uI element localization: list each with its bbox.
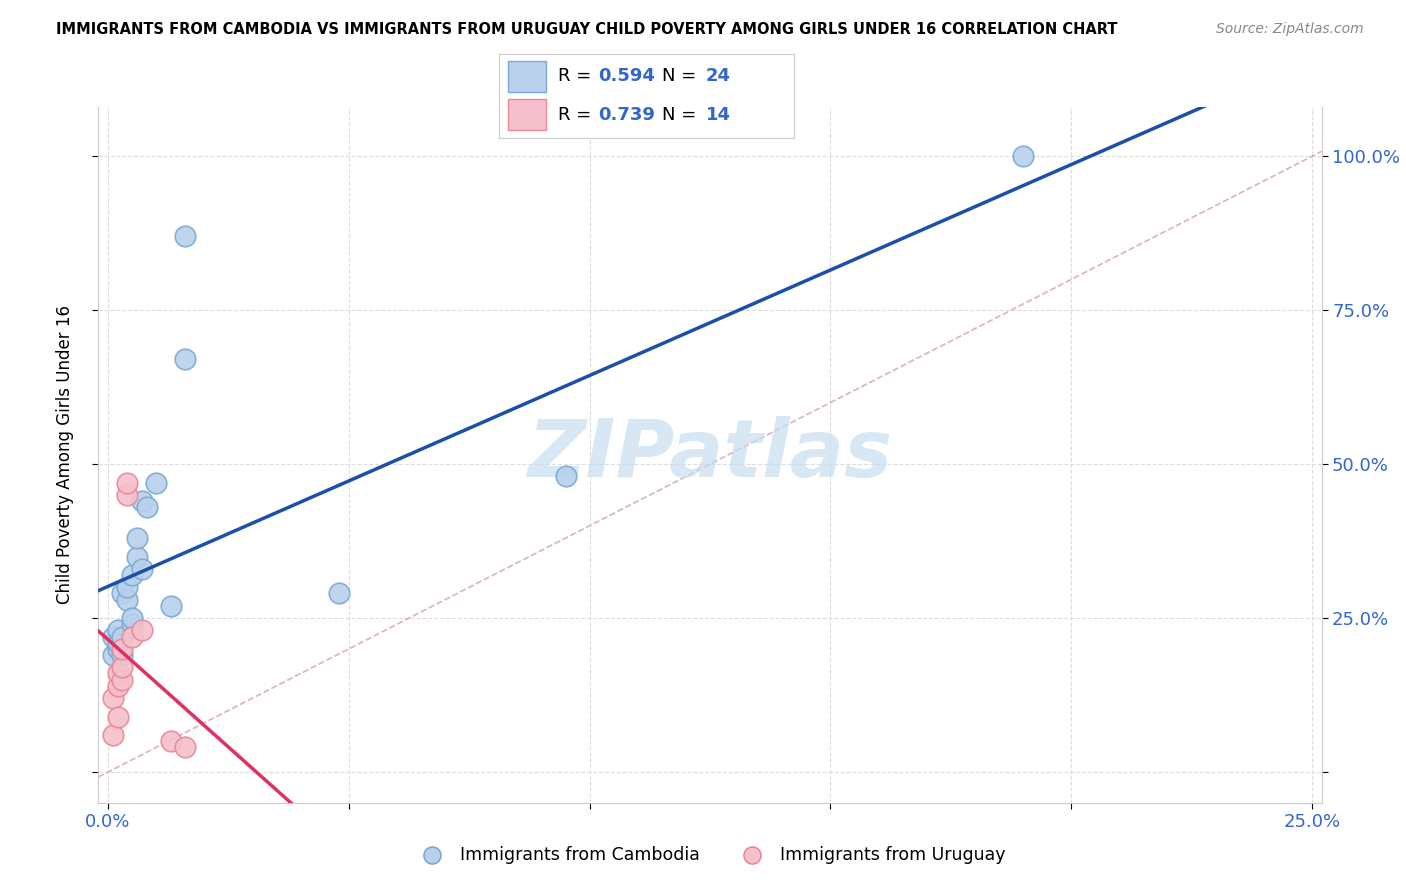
Point xyxy=(107,636,129,650)
Point xyxy=(145,475,167,490)
Point xyxy=(121,568,143,582)
Point xyxy=(101,648,124,662)
Point xyxy=(111,630,134,644)
Text: 14: 14 xyxy=(706,105,731,123)
Text: 0.739: 0.739 xyxy=(598,105,655,123)
Bar xyxy=(508,62,547,92)
Point xyxy=(101,630,124,644)
Text: 0.594: 0.594 xyxy=(598,68,655,86)
Point xyxy=(131,562,153,576)
Text: IMMIGRANTS FROM CAMBODIA VS IMMIGRANTS FROM URUGUAY CHILD POVERTY AMONG GIRLS UN: IMMIGRANTS FROM CAMBODIA VS IMMIGRANTS F… xyxy=(56,22,1118,37)
Point xyxy=(135,500,157,515)
Legend: Immigrants from Cambodia, Immigrants from Uruguay: Immigrants from Cambodia, Immigrants fro… xyxy=(408,838,1012,871)
Point xyxy=(107,666,129,681)
Point xyxy=(107,679,129,693)
Point xyxy=(117,475,139,490)
Point xyxy=(159,734,181,748)
Y-axis label: Child Poverty Among Girls Under 16: Child Poverty Among Girls Under 16 xyxy=(56,305,75,605)
Point xyxy=(111,586,134,600)
Text: N =: N = xyxy=(661,105,702,123)
Point xyxy=(111,660,134,674)
Point xyxy=(111,641,134,656)
Point xyxy=(554,469,576,483)
Point xyxy=(174,229,197,244)
Point xyxy=(174,740,197,755)
Point xyxy=(159,599,181,613)
Point xyxy=(121,617,143,632)
Point xyxy=(101,728,124,742)
Point xyxy=(125,531,148,545)
Point xyxy=(1012,149,1035,163)
Point xyxy=(101,691,124,706)
Point xyxy=(131,624,153,638)
Point xyxy=(111,673,134,687)
Bar xyxy=(508,99,547,130)
Point xyxy=(107,641,129,656)
Text: R =: R = xyxy=(558,105,598,123)
Point xyxy=(328,586,350,600)
Text: ZIPatlas: ZIPatlas xyxy=(527,416,893,494)
Text: Source: ZipAtlas.com: Source: ZipAtlas.com xyxy=(1216,22,1364,37)
Point xyxy=(131,494,153,508)
Text: 24: 24 xyxy=(706,68,731,86)
Point xyxy=(117,580,139,594)
Point xyxy=(117,488,139,502)
Point xyxy=(117,592,139,607)
Point xyxy=(121,630,143,644)
Point xyxy=(107,709,129,723)
Text: R =: R = xyxy=(558,68,598,86)
Point xyxy=(107,624,129,638)
Text: N =: N = xyxy=(661,68,702,86)
Point xyxy=(125,549,148,564)
Point xyxy=(111,648,134,662)
Point xyxy=(121,611,143,625)
Point xyxy=(174,352,197,367)
